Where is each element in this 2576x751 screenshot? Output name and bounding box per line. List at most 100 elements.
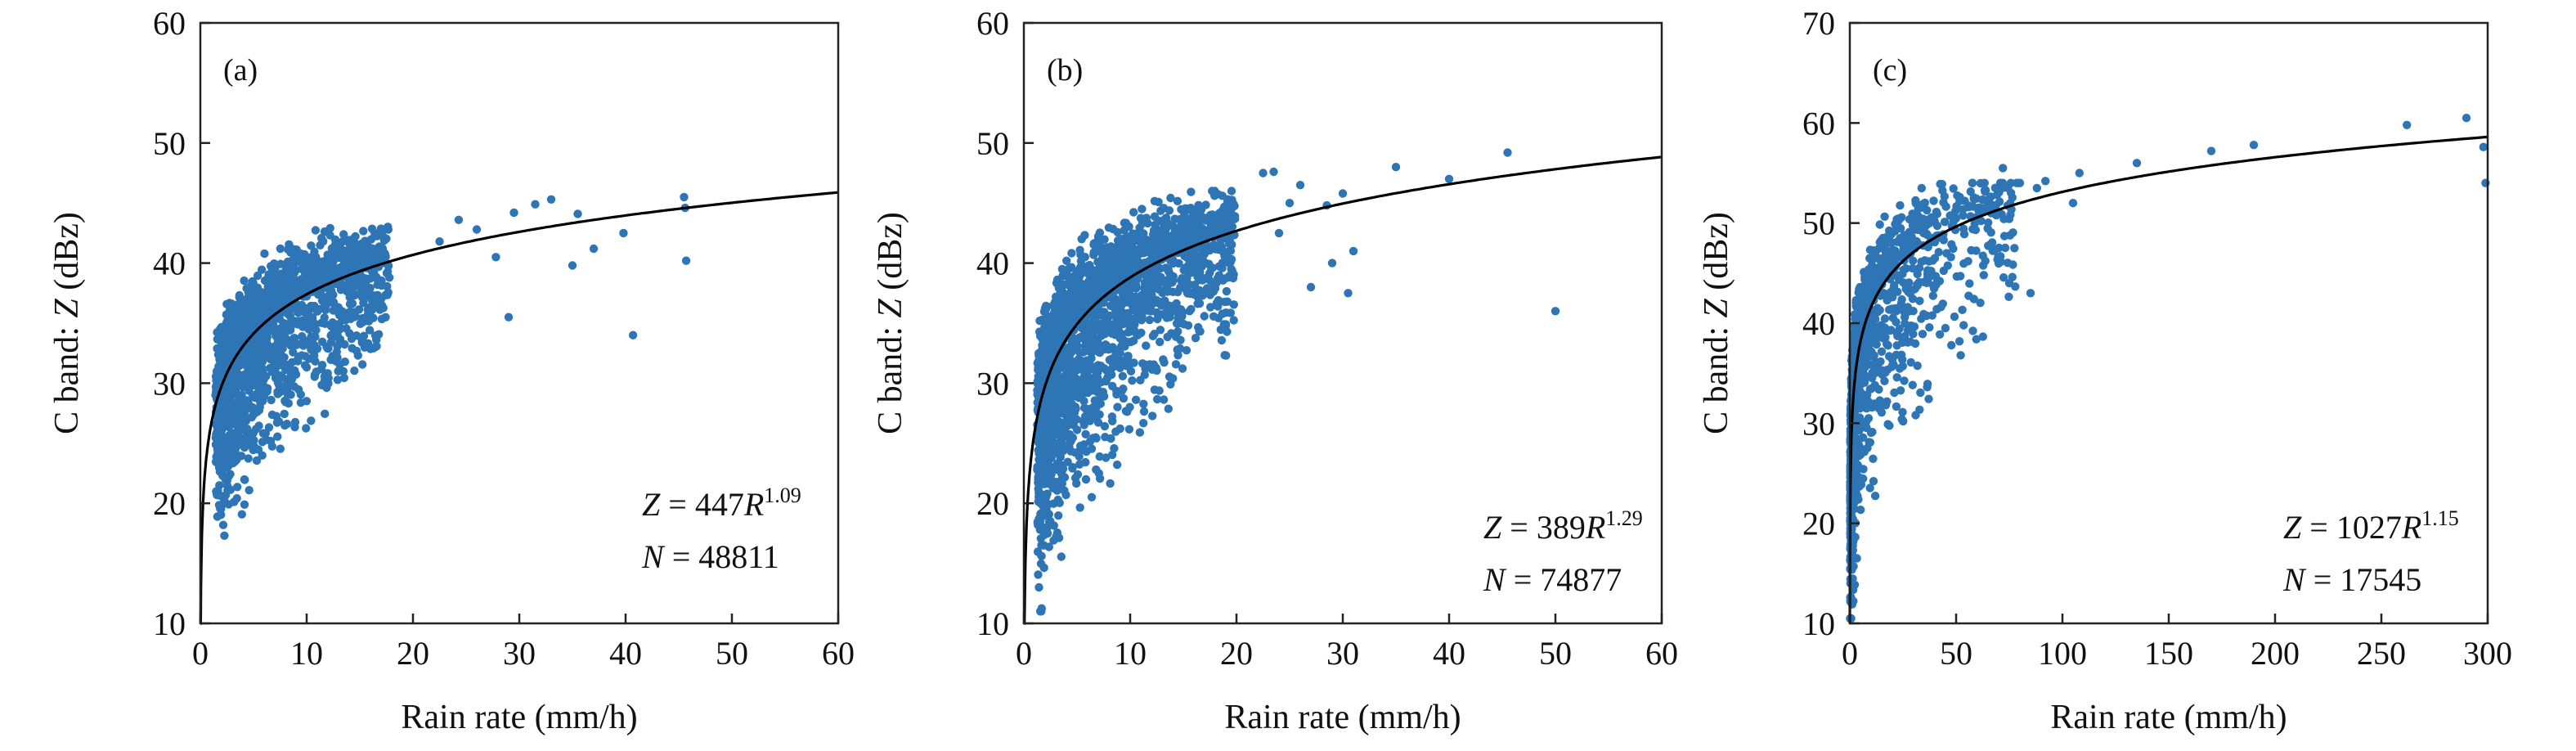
scatter-point-b <box>1045 462 1055 471</box>
x-axis-label-a: Rain rate (mm/h) <box>401 699 637 736</box>
scatter-point-b <box>1115 424 1124 434</box>
scatter-point-b <box>1269 167 1278 177</box>
y-tick-label-a: 50 <box>153 125 186 162</box>
scatter-point-b <box>1187 187 1196 196</box>
y-tick-label-a: 30 <box>153 365 186 402</box>
x-tick-label-b: 20 <box>1220 635 1253 672</box>
scatter-point-c <box>1880 212 1889 221</box>
scatter-point-b <box>1139 399 1148 408</box>
scatter-point-b <box>1135 428 1145 437</box>
scatter-point-b <box>1115 348 1124 358</box>
scatter-point-a <box>220 399 229 409</box>
scatter-point-a <box>311 332 320 341</box>
scatter-point-b <box>1142 272 1151 281</box>
scatter-point-b <box>1217 335 1227 345</box>
scatter-point-a <box>335 336 344 346</box>
scatter-point-b <box>1050 330 1060 339</box>
scatter-point-c <box>1923 269 1932 279</box>
scatter-point-c <box>1870 492 1880 501</box>
scatter-point-b <box>1048 425 1058 434</box>
scatter-point-c <box>1860 268 1869 277</box>
scatter-point-a <box>290 422 299 432</box>
equation-b: Z = 389R1.29 <box>1483 506 1643 546</box>
scatter-point-b <box>1035 525 1044 534</box>
scatter-point-a <box>367 224 377 233</box>
scatter-point-a <box>375 249 384 258</box>
scatter-point-b <box>1052 486 1061 495</box>
scatter-point-b <box>1115 355 1124 364</box>
scatter-point-b <box>1108 416 1117 425</box>
scatter-point-b <box>1222 225 1231 234</box>
scatter-point-b <box>1174 327 1183 336</box>
scatter-point-b <box>1072 479 1081 488</box>
scatter-point-b <box>1120 226 1129 235</box>
scatter-point-c <box>1929 196 1938 205</box>
scatter-point-b <box>1150 330 1159 339</box>
scatter-point-c <box>1999 273 2008 282</box>
scatter-point-b <box>1095 452 1104 461</box>
scatter-point-a <box>221 341 230 351</box>
scatter-point-b <box>1214 221 1223 230</box>
scatter-point-a <box>342 324 351 333</box>
scatter-point-b <box>1165 372 1174 381</box>
scatter-point-a <box>240 276 249 286</box>
scatter-point-c <box>1935 330 1945 339</box>
scatter-point-b <box>1182 279 1191 289</box>
scatter-point-c <box>1923 380 1932 389</box>
scatter-point-a <box>359 291 368 300</box>
scatter-point-b <box>1067 277 1076 286</box>
fit-curve-a <box>199 191 839 625</box>
scatter-point-b <box>1159 395 1169 404</box>
scatter-point-c <box>1901 319 1910 328</box>
scatter-point-a <box>381 313 390 322</box>
scatter-point-a <box>258 353 268 362</box>
scatter-point-b <box>1222 286 1232 296</box>
y-axis-label-a: C band: Z (dBz) <box>48 212 86 434</box>
scatter-point-a <box>335 360 344 369</box>
scatter-point-c <box>1941 323 1950 333</box>
scatter-point-b <box>1139 407 1149 416</box>
scatter-point-a <box>280 396 289 406</box>
scatter-point-a <box>294 352 303 362</box>
scatter-point-a <box>531 200 540 209</box>
scatter-point-b <box>1113 402 1122 411</box>
scatter-point-a <box>324 374 333 383</box>
scatter-point-a <box>220 438 229 447</box>
scatter-point-a <box>298 341 308 350</box>
scatter-point-b <box>1057 469 1066 478</box>
scatter-point-b <box>1208 263 1217 272</box>
panel-label-a: (a) <box>223 53 258 88</box>
scatter-point-b <box>1034 570 1043 579</box>
scatter-point-b <box>1156 337 1165 347</box>
scatter-point-b <box>1201 245 1210 254</box>
scatter-point-b <box>1119 393 1129 403</box>
scatter-point-a <box>235 402 244 411</box>
scatter-point-b <box>1210 228 1220 237</box>
scatter-point-b <box>1073 470 1083 479</box>
scatter-point-b <box>1169 287 1178 296</box>
sample-count-a: N = 48811 <box>641 538 779 575</box>
scatter-point-a <box>287 358 297 367</box>
scatter-point-b <box>1081 474 1091 484</box>
scatter-point-b <box>1075 503 1084 512</box>
fit-curve-b <box>1023 155 1663 625</box>
scatter-point-b <box>1083 265 1092 275</box>
scatter-point-b <box>1112 389 1121 399</box>
scatter-point-a <box>213 490 222 500</box>
scatter-point-a <box>228 446 237 455</box>
scatter-point-a <box>302 397 312 406</box>
scatter-point-b <box>1214 245 1223 254</box>
scatter-point-a <box>242 356 252 365</box>
scatter-point-b <box>1116 268 1125 277</box>
scatter-point-b <box>1183 226 1192 235</box>
scatter-point-b <box>1229 300 1238 309</box>
scatter-point-b <box>1166 256 1175 266</box>
scatter-point-a <box>276 244 285 254</box>
scatter-point-a <box>338 284 347 294</box>
scatter-point-b <box>1218 191 1227 200</box>
scatter-point-c <box>1979 271 1988 280</box>
scatter-point-b <box>1208 187 1217 196</box>
scatter-point-b <box>1551 307 1560 316</box>
scatter-point-b <box>1220 351 1229 360</box>
